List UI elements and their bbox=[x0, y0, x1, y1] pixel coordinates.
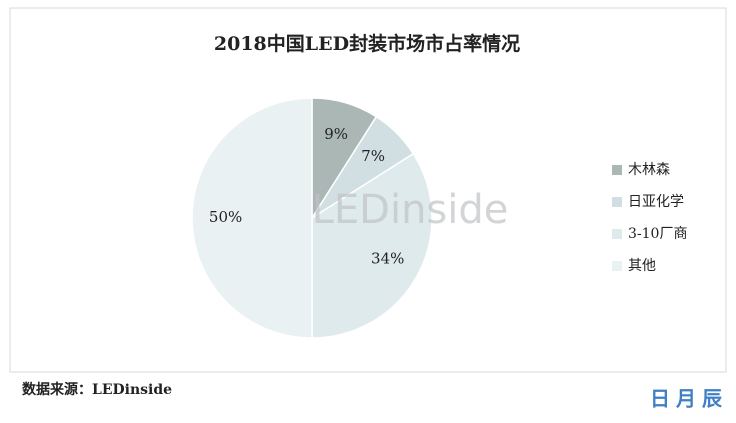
legend-label: 3-10厂商 bbox=[628, 226, 687, 242]
legend-label: 其他 bbox=[628, 258, 656, 274]
watermark: LEDinside bbox=[312, 187, 509, 233]
pie-slice bbox=[191, 97, 313, 339]
source-note: 数据来源：LEDinside bbox=[22, 381, 172, 398]
data-label: 7% bbox=[361, 147, 385, 165]
pie: 9% 7% 34% 50% bbox=[191, 97, 433, 339]
data-label: 34% bbox=[371, 250, 404, 268]
data-label: 50% bbox=[209, 208, 242, 226]
legend-label: 木林森 bbox=[628, 162, 670, 178]
chart-title: 2018中国LED封装市场市占率情况 bbox=[214, 32, 520, 55]
legend-swatch bbox=[612, 165, 622, 175]
pie-slice bbox=[311, 152, 433, 339]
brand: 日月辰 bbox=[650, 387, 728, 411]
legend-label: 日亚化学 bbox=[628, 194, 684, 210]
data-label: 9% bbox=[324, 125, 348, 143]
legend-swatch bbox=[612, 229, 622, 239]
legend-swatch bbox=[612, 197, 622, 207]
legend-swatch bbox=[612, 261, 622, 271]
